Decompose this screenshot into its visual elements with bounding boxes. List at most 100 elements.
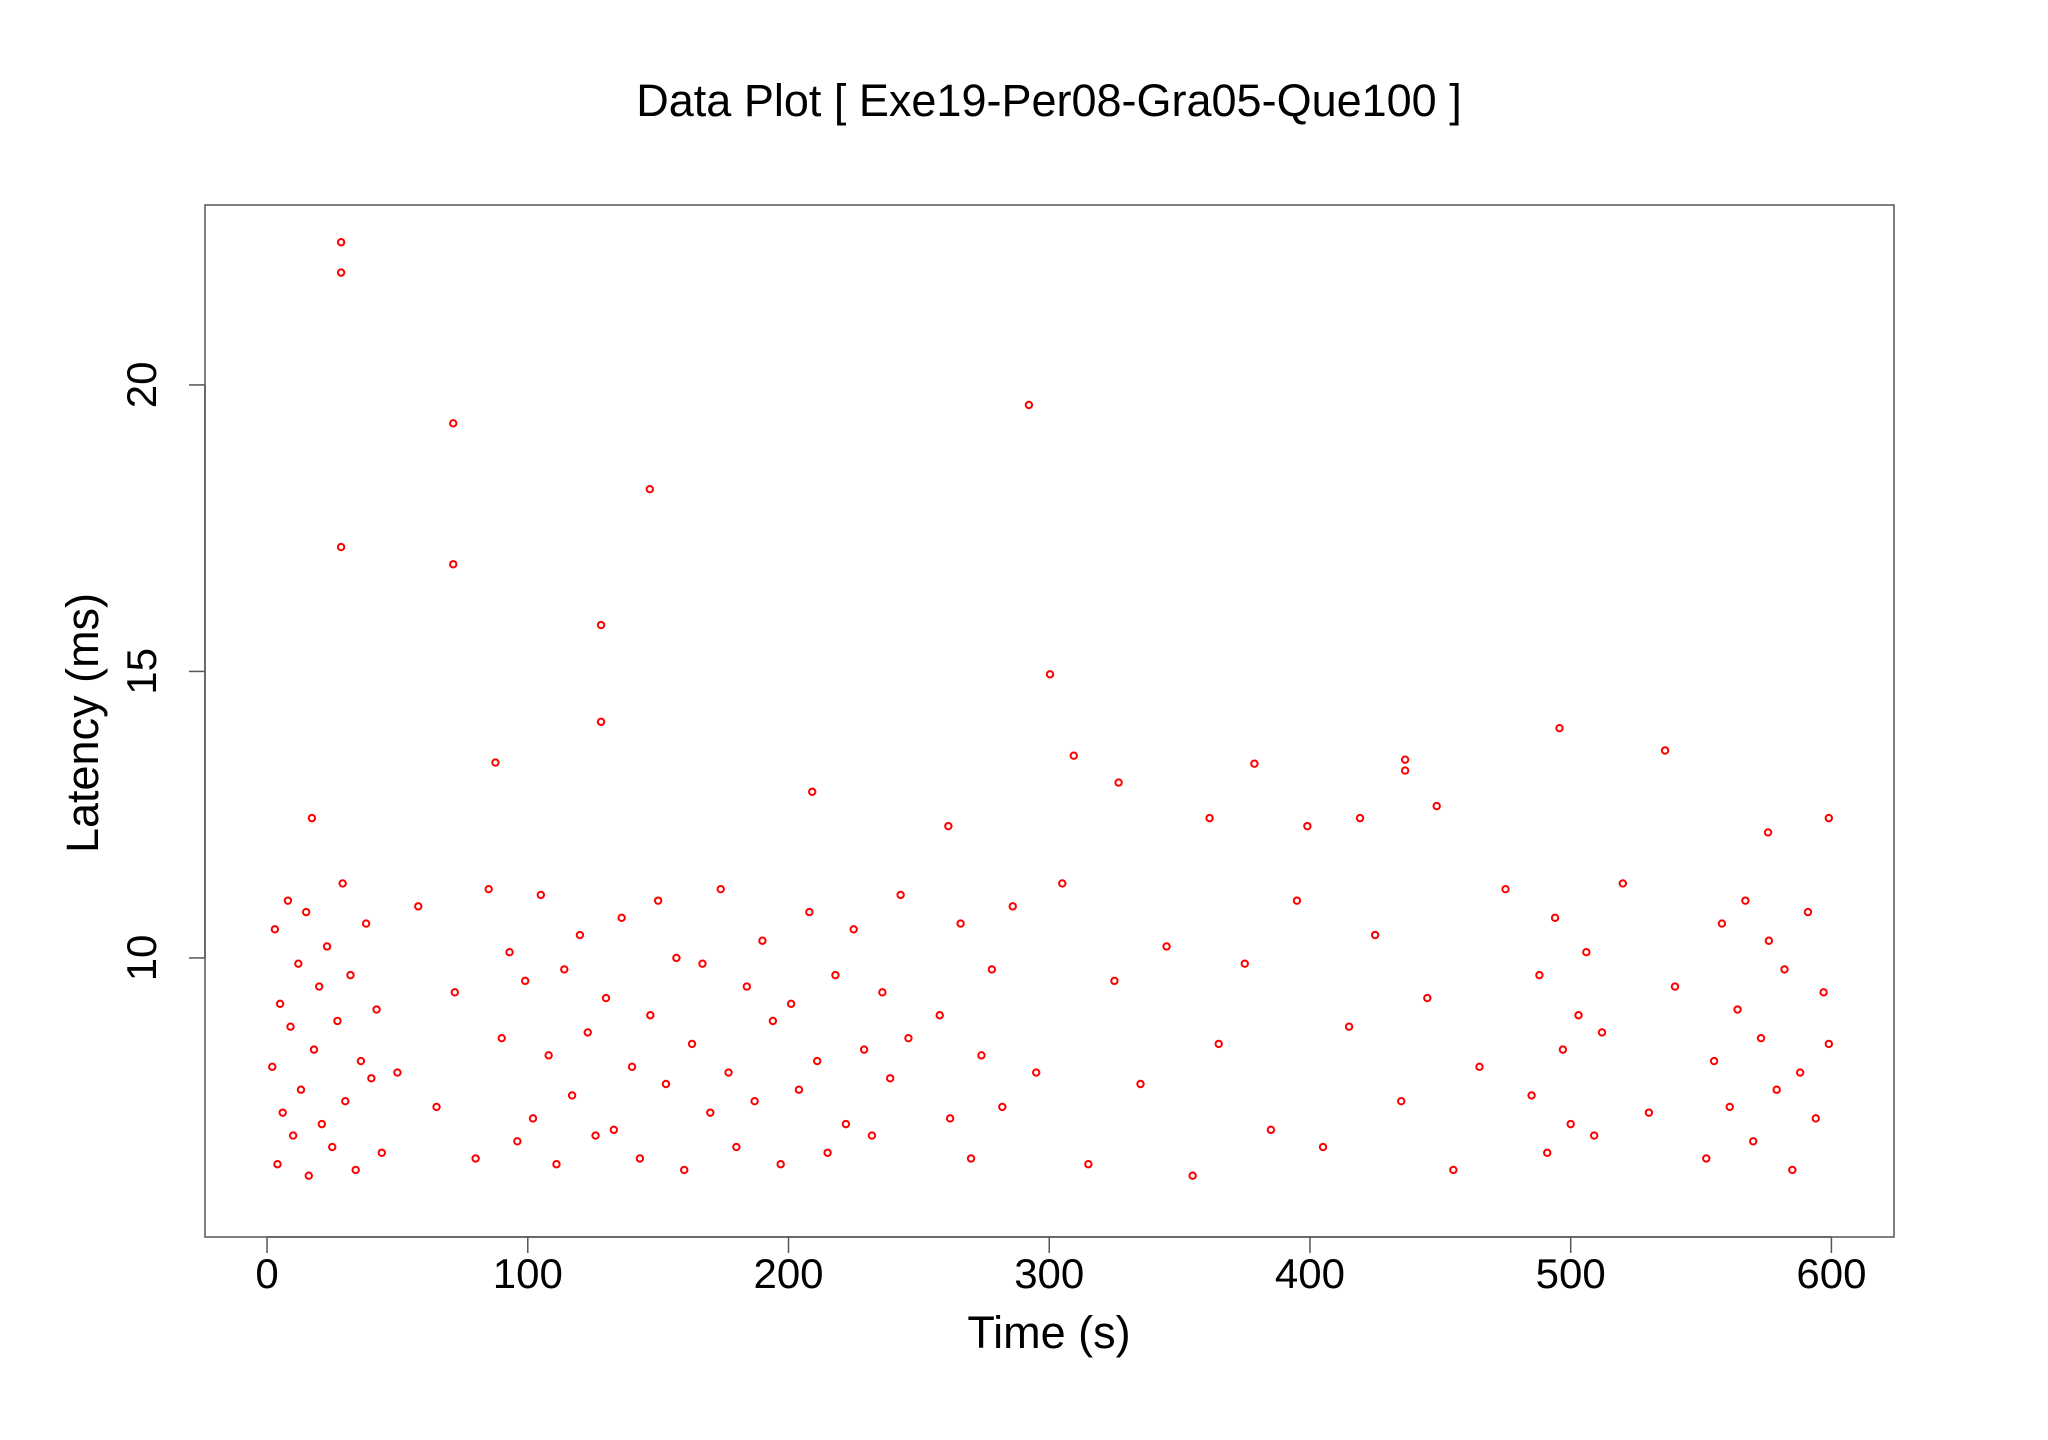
point — [1644, 1108, 1654, 1117]
point — [1114, 778, 1123, 787]
point — [346, 970, 355, 980]
point — [672, 953, 681, 963]
point — [945, 1114, 955, 1123]
point — [432, 1102, 441, 1112]
point — [309, 1045, 319, 1054]
point — [724, 1068, 733, 1077]
point — [283, 896, 293, 905]
point — [646, 1011, 655, 1020]
point — [878, 988, 887, 997]
point — [645, 485, 655, 494]
point — [1475, 1062, 1484, 1072]
point — [268, 1062, 277, 1072]
point — [336, 238, 346, 247]
point — [372, 1005, 381, 1014]
point — [750, 1096, 759, 1106]
point — [361, 919, 371, 928]
point — [304, 1171, 313, 1180]
point — [812, 1056, 822, 1066]
point — [944, 821, 953, 831]
point — [1819, 988, 1828, 997]
x-tick-label: 400 — [1275, 1250, 1345, 1297]
point — [1543, 1148, 1552, 1157]
point — [1397, 1096, 1406, 1106]
point — [1400, 766, 1410, 775]
point — [1550, 913, 1560, 923]
point — [278, 1108, 287, 1117]
point — [776, 1160, 785, 1169]
point — [786, 999, 796, 1008]
point — [513, 1137, 522, 1146]
point — [601, 993, 611, 1003]
point — [1432, 801, 1441, 811]
point — [1582, 948, 1591, 957]
point — [471, 1154, 480, 1163]
point — [377, 1148, 386, 1157]
point — [859, 1045, 869, 1054]
point — [904, 1033, 913, 1043]
point — [1589, 1131, 1599, 1140]
point — [1250, 759, 1259, 768]
point — [322, 942, 332, 951]
point — [544, 1051, 553, 1060]
point — [1266, 1125, 1276, 1135]
point — [1045, 670, 1055, 679]
y-tick-label: 10 — [118, 935, 165, 982]
point — [505, 948, 514, 957]
point — [1574, 1011, 1583, 1020]
x-tick-label: 600 — [1796, 1250, 1866, 1297]
point — [356, 1056, 366, 1066]
point — [338, 879, 347, 888]
points — [268, 238, 1834, 1180]
point — [698, 959, 707, 968]
point — [351, 1165, 360, 1175]
point — [661, 1079, 671, 1089]
point — [520, 976, 530, 986]
point — [1303, 821, 1312, 831]
point — [333, 1016, 342, 1026]
point — [1344, 1022, 1354, 1031]
point — [317, 1119, 327, 1129]
point — [1756, 1033, 1766, 1043]
point — [1449, 1165, 1458, 1175]
point — [849, 925, 858, 934]
point — [758, 936, 767, 945]
point — [808, 787, 817, 796]
x-tick-label: 100 — [493, 1250, 563, 1297]
point — [998, 1102, 1007, 1112]
y-tick-label: 20 — [118, 362, 165, 409]
point — [617, 913, 626, 923]
point — [491, 758, 500, 767]
point — [1660, 746, 1670, 755]
point — [1772, 1085, 1781, 1094]
point — [966, 1154, 976, 1163]
point — [560, 965, 569, 974]
point — [841, 1119, 851, 1129]
point — [823, 1148, 832, 1157]
point — [301, 907, 311, 917]
point — [1032, 1068, 1041, 1077]
point — [742, 982, 751, 991]
point — [1423, 993, 1432, 1003]
point — [270, 925, 280, 934]
point — [1788, 1165, 1797, 1175]
point — [1824, 813, 1834, 823]
point — [536, 890, 546, 900]
point — [1024, 400, 1034, 410]
point — [609, 1125, 619, 1135]
point — [449, 419, 458, 428]
x-tick-label: 200 — [753, 1250, 823, 1297]
point — [1205, 813, 1214, 823]
point — [1566, 1119, 1575, 1129]
point — [575, 930, 585, 940]
point — [1240, 959, 1249, 968]
point — [294, 959, 303, 968]
point — [885, 1074, 895, 1083]
point — [653, 896, 663, 905]
point — [307, 813, 317, 823]
point — [1527, 1091, 1536, 1100]
point — [1162, 942, 1171, 951]
point — [716, 884, 725, 894]
point — [484, 884, 493, 894]
point — [273, 1160, 282, 1169]
